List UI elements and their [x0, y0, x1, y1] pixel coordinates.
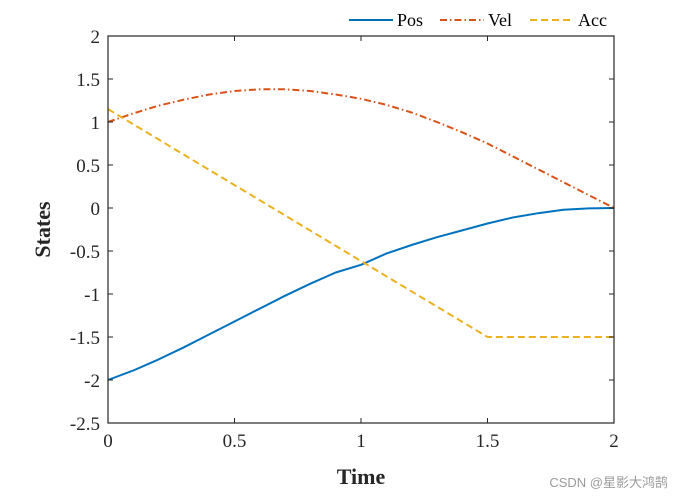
y-tick-label: 1.5: [76, 70, 100, 91]
y-tick-label: -2: [84, 371, 100, 392]
series-layer: [107, 88, 615, 381]
x-tick-label: 0: [103, 431, 113, 452]
y-tick-label: -1: [84, 285, 100, 306]
x-axis-label: Time: [337, 464, 386, 489]
y-axis-label: States: [30, 201, 55, 258]
y-tick-label: 0: [91, 199, 101, 220]
legend-label-acc: Acc: [578, 10, 607, 30]
y-tick-label: -0.5: [70, 242, 100, 263]
y-tick-label: -2.5: [70, 414, 100, 435]
series-line-acc: [107, 108, 614, 338]
y-tick-label: -1.5: [70, 328, 100, 349]
series-line-pos: [107, 207, 615, 381]
x-tick-label: 0.5: [223, 431, 247, 452]
y-tick-label: 0.5: [76, 156, 100, 177]
series-line-vel: [107, 88, 615, 209]
x-tick-label: 1.5: [476, 431, 500, 452]
y-tick-label: 2: [91, 27, 101, 48]
legend-label-vel: Vel: [488, 10, 512, 30]
watermark: CSDN @星影大鸿鹄: [549, 475, 668, 490]
y-tick-label: 1: [91, 113, 101, 134]
legend-label-pos: Pos: [397, 10, 423, 30]
plot-background: [108, 36, 614, 423]
tick-layer: 0 0.5 1 1.5 2 2 1.5 1 0.5 0 -0.5 -1 -1.5 -2 -2.5: [70, 27, 619, 452]
x-tick-label: 1: [356, 431, 366, 452]
x-tick-label: 2: [609, 431, 619, 452]
legend: Pos Vel Acc: [349, 10, 607, 30]
